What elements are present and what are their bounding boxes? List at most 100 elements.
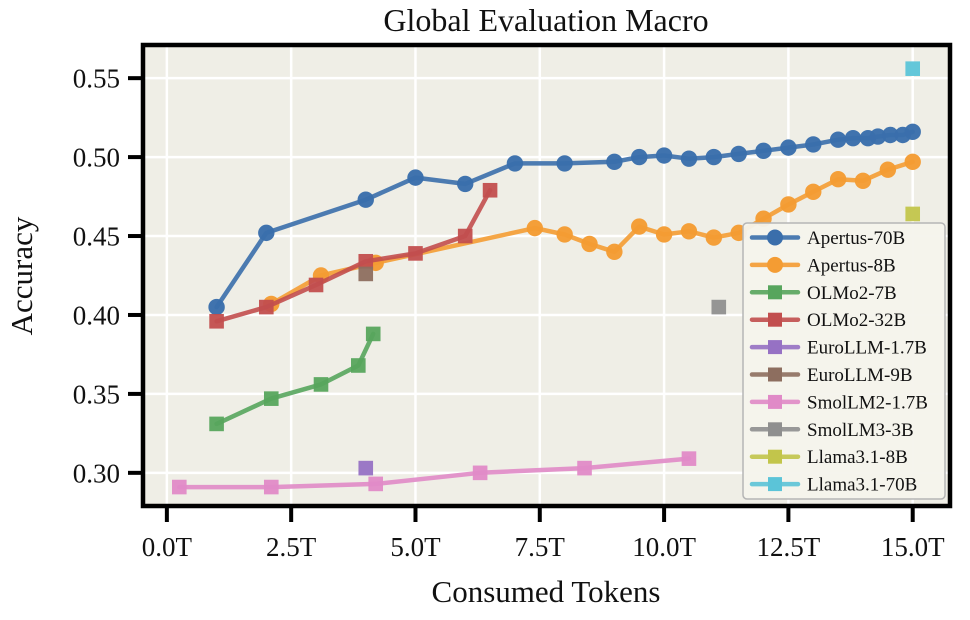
series-SmolLM3-3B xyxy=(711,299,727,315)
data-point xyxy=(263,391,279,406)
data-point xyxy=(263,479,279,495)
data-point xyxy=(208,298,225,316)
data-point xyxy=(854,172,872,189)
x-tick-label: 0.0T xyxy=(142,532,193,562)
legend-entry-OLMo2-32B: OLMo2-32B xyxy=(749,310,906,331)
legend-label: EuroLLM-1.7B xyxy=(807,338,927,359)
legend-marker xyxy=(768,477,782,492)
data-point xyxy=(904,123,921,141)
data-point xyxy=(631,148,648,166)
x-tick-label: 7.5T xyxy=(515,532,566,562)
data-point xyxy=(730,145,747,163)
data-point xyxy=(755,142,772,159)
series-Llama3.1-8B xyxy=(905,206,921,222)
y-tick-label: 0.40 xyxy=(73,300,120,330)
data-point xyxy=(258,224,275,242)
data-point xyxy=(368,476,384,492)
y-tick-label: 0.55 xyxy=(73,64,120,94)
legend-entry-Llama3.1-8B: Llama3.1-8B xyxy=(749,447,908,468)
series-Llama3.1-70B xyxy=(905,61,921,76)
data-point xyxy=(905,61,921,76)
data-point xyxy=(680,150,698,167)
data-point xyxy=(313,377,329,392)
legend-entry-OLMo2-7B: OLMo2-7B xyxy=(749,283,897,304)
data-point xyxy=(457,175,474,193)
data-point xyxy=(457,228,473,244)
data-point xyxy=(606,153,623,171)
legend-label: Llama3.1-8B xyxy=(807,447,908,468)
data-point xyxy=(577,460,592,476)
plot-frame xyxy=(140,42,953,509)
data-point xyxy=(844,129,862,147)
x-tick-label: 2.5T xyxy=(266,532,317,562)
legend-label: Llama3.1-70B xyxy=(807,475,917,496)
data-point xyxy=(308,277,324,293)
data-point xyxy=(680,223,698,240)
data-point xyxy=(171,479,187,495)
data-point xyxy=(829,170,847,188)
series-Apertus-70B xyxy=(208,123,921,316)
legend-marker xyxy=(768,312,782,327)
x-tick-label: 10.0T xyxy=(632,532,696,562)
legend-label: OLMo2-7B xyxy=(807,283,897,304)
y-tick-label: 0.50 xyxy=(73,143,120,173)
data-point xyxy=(805,183,822,201)
legend-entry-EuroLLM-9B: EuroLLM-9B xyxy=(749,365,913,386)
data-point xyxy=(482,182,498,198)
data-point xyxy=(869,128,887,145)
data-point xyxy=(705,148,723,166)
legend-label: Apertus-70B xyxy=(807,228,905,249)
legend-entry-EuroLLM-1.7B: EuroLLM-1.7B xyxy=(749,338,927,359)
data-point xyxy=(606,243,623,261)
series-EuroLLM-1.7B xyxy=(358,460,374,476)
data-point xyxy=(655,147,673,164)
data-point xyxy=(780,196,797,213)
data-point xyxy=(350,358,366,373)
legend-entry-SmolLM3-3B: SmolLM3-3B xyxy=(749,420,914,441)
data-point xyxy=(631,218,648,235)
legend-marker xyxy=(768,367,782,382)
data-point xyxy=(209,313,224,329)
legend-label: SmolLM2-1.7B xyxy=(807,392,928,413)
legend-label: EuroLLM-9B xyxy=(807,365,913,386)
series-SmolLM2-1.7B xyxy=(171,451,697,495)
y-axis-label: Accuracy xyxy=(4,216,39,335)
data-point xyxy=(358,253,374,269)
data-point xyxy=(358,266,374,282)
legend-label: SmolLM3-3B xyxy=(807,420,914,441)
y-tick-label: 0.45 xyxy=(73,222,120,252)
x-tick-label: 12.5T xyxy=(757,532,821,562)
series-EuroLLM-9B xyxy=(358,266,374,282)
series-OLMo2-32B xyxy=(209,182,498,329)
x-axis-label: Consumed Tokens xyxy=(432,574,661,609)
legend-marker xyxy=(767,229,783,246)
data-point xyxy=(905,206,921,222)
series-OLMo2-7B xyxy=(209,326,381,432)
y-tick-label: 0.30 xyxy=(73,458,120,488)
series-line xyxy=(177,456,692,490)
data-point xyxy=(358,460,374,476)
legend-entry-Llama3.1-70B: Llama3.1-70B xyxy=(749,475,917,496)
data-point xyxy=(581,235,598,253)
data-point xyxy=(705,229,723,246)
data-point xyxy=(829,131,847,148)
legend-marker xyxy=(768,422,782,437)
legend-entry-Apertus-8B: Apertus-8B xyxy=(749,255,896,276)
legend: Apertus-70B Apertus-8B OLMo2-7B OLMo2-32B Eu… xyxy=(742,222,946,500)
data-point xyxy=(780,139,797,156)
legend-marker xyxy=(768,449,782,464)
data-point xyxy=(259,299,274,315)
data-point xyxy=(882,126,899,144)
data-point xyxy=(681,451,697,466)
legend-entry-SmolLM2-1.7B: SmolLM2-1.7B xyxy=(749,392,928,413)
legend-marker xyxy=(768,394,782,409)
data-point xyxy=(556,155,573,172)
legend-label: Apertus-8B xyxy=(807,255,896,276)
legend-marker xyxy=(768,285,782,300)
x-tick-label: 15.0T xyxy=(881,532,945,562)
data-point xyxy=(407,169,424,186)
data-point xyxy=(805,136,822,153)
data-point xyxy=(556,226,573,243)
